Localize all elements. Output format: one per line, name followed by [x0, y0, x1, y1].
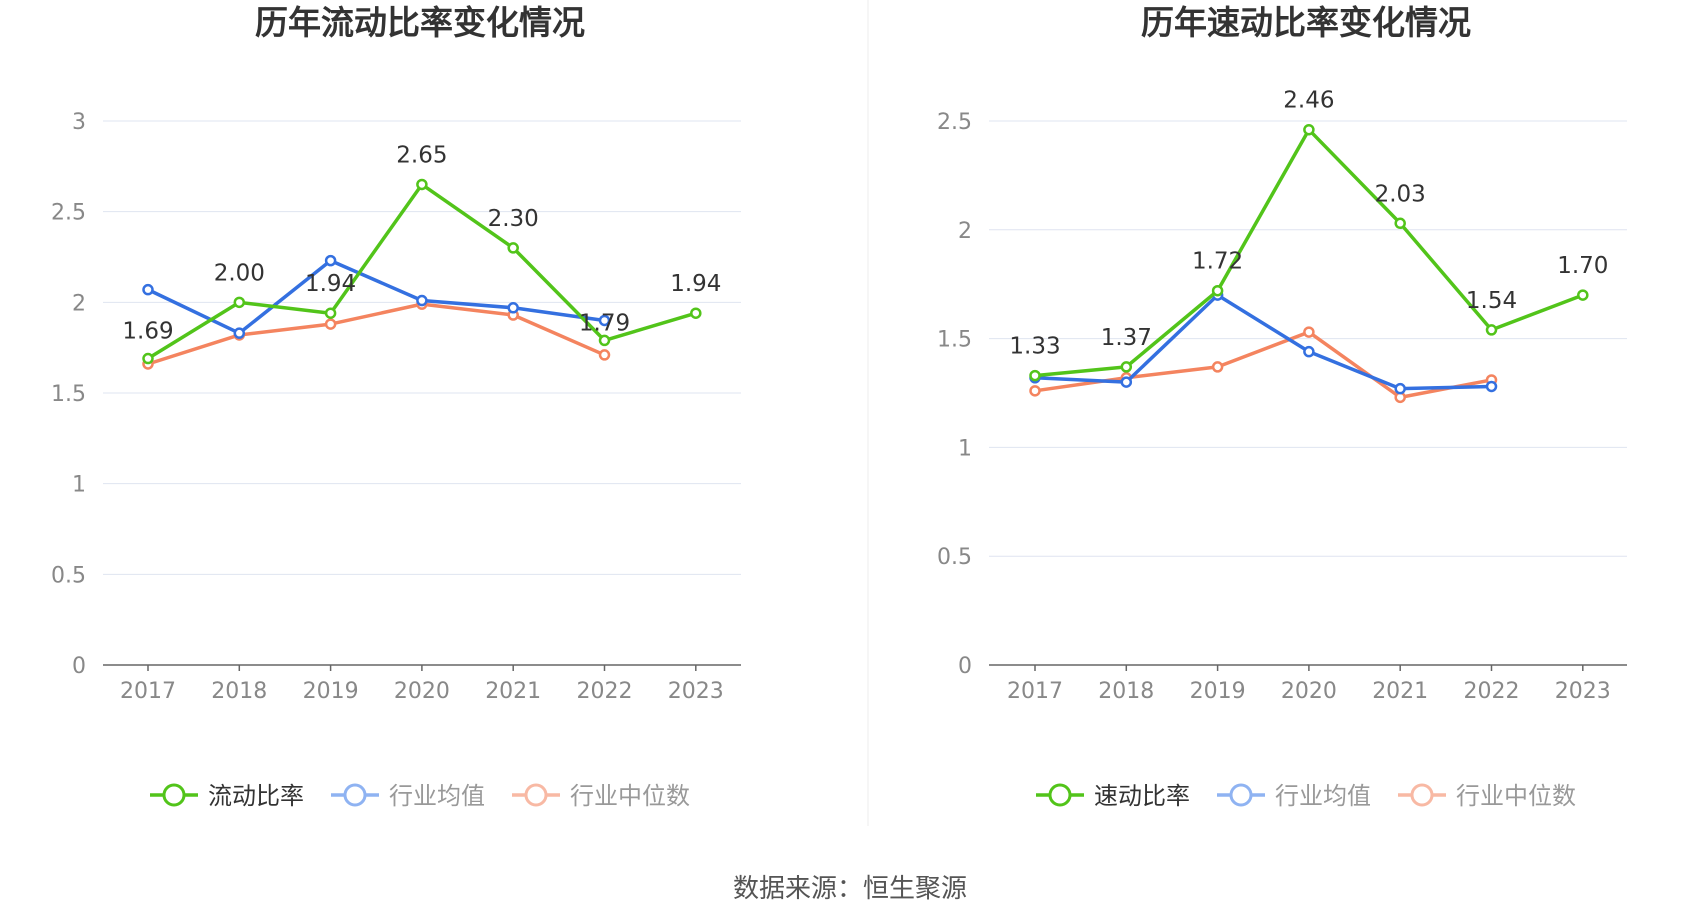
x-tick-label: 2017: [120, 679, 176, 704]
legend-label: 行业均值: [1275, 782, 1371, 810]
legend-label: 行业均值: [389, 782, 485, 810]
legend-item: 行业中位数: [512, 782, 690, 810]
data-point: [507, 242, 519, 254]
y-tick-label: 0.5: [937, 545, 972, 570]
data-point: [1394, 217, 1406, 230]
data-point: [142, 352, 154, 365]
data-point: [1485, 380, 1498, 393]
legend-marker-icon: [162, 783, 186, 807]
y-tick-label: 1.5: [937, 328, 972, 353]
data-point: [324, 307, 337, 319]
data-point: [142, 283, 154, 296]
current-ratio-chart: 历年流动比率变化情况 0 0.5 1 1.5 2 2.5 3 2017 2018 2019 2020…: [51, 3, 741, 810]
legend-label: 行业中位数: [570, 782, 690, 810]
y-tick-label: 1: [958, 436, 972, 461]
legend-item: 行业均值: [331, 782, 485, 810]
data-label: 1.54: [1466, 288, 1517, 314]
data-label: 2.30: [488, 206, 539, 232]
quick-ratio-chart: 历年速动比率变化情况 0 0.5 1 1.5 2 2.5 2017 2018 2019 2020 2…: [937, 3, 1627, 810]
data-point: [324, 318, 337, 330]
x-tick-label: 2023: [1555, 679, 1611, 704]
legend-marker-icon: [1410, 783, 1434, 807]
x-tick-label: 2019: [1190, 679, 1246, 704]
data-point: [1485, 324, 1498, 336]
chart-title: 历年流动比率变化情况: [255, 3, 585, 42]
data-label: 1.69: [122, 319, 173, 345]
data-label: 1.37: [1101, 325, 1152, 351]
data-point: [1211, 284, 1224, 297]
x-tick-label: 2018: [1098, 679, 1154, 704]
legend-marker-icon: [343, 783, 367, 807]
data-label: 1.94: [670, 271, 721, 297]
data-point: [416, 294, 428, 307]
series-line: [147, 302, 606, 366]
data-label: 2.46: [1283, 88, 1334, 114]
data-point: [1211, 361, 1224, 373]
legend-marker-icon: [1229, 783, 1253, 807]
x-tick-label: 2021: [1372, 679, 1428, 704]
y-tick-label: 0: [72, 654, 86, 679]
y-tick-label: 1.5: [51, 382, 86, 407]
x-tick-label: 2019: [303, 679, 359, 704]
x-tick-label: 2022: [1464, 679, 1520, 704]
legend-item: 速动比率: [1036, 782, 1190, 810]
y-tick-label: 3: [72, 110, 86, 135]
x-tick-label: 2022: [577, 679, 633, 704]
legend-label: 流动比率: [208, 782, 304, 810]
data-label: 1.70: [1557, 253, 1608, 279]
data-label: 1.72: [1192, 249, 1243, 275]
x-tick-label: 2017: [1007, 679, 1063, 704]
y-tick-label: 0: [958, 654, 972, 679]
y-tick-label: 2.5: [937, 110, 972, 135]
legend-label: 速动比率: [1094, 782, 1190, 810]
legend-marker-icon: [524, 783, 548, 807]
data-point: [1029, 369, 1041, 382]
x-tick-label: 2023: [668, 679, 724, 704]
data-point: [416, 178, 428, 191]
series-line: [147, 258, 605, 335]
x-tick-label: 2020: [1281, 679, 1337, 704]
data-point: [233, 327, 246, 339]
chart-title: 历年速动比率变化情况: [1141, 3, 1471, 42]
data-label: 2.00: [214, 260, 265, 286]
x-tick-label: 2018: [211, 679, 267, 704]
data-point: [598, 314, 611, 327]
data-point: [507, 302, 519, 314]
data-label: 2.03: [1375, 181, 1426, 207]
data-point: [690, 307, 702, 319]
data-label: 1.33: [1009, 334, 1060, 360]
data-source-note: 数据来源：恒生聚源: [732, 874, 967, 904]
x-tick-label: 2020: [394, 679, 450, 704]
data-point: [1029, 385, 1041, 397]
data-point: [1120, 361, 1133, 373]
y-tick-label: 1: [72, 473, 86, 498]
data-point: [1120, 376, 1133, 388]
y-tick-label: 2: [958, 219, 972, 244]
y-tick-label: 2: [72, 291, 86, 316]
series-line: [1034, 293, 1492, 391]
y-tick-label: 0.5: [51, 563, 86, 588]
data-point: [1303, 345, 1315, 358]
data-point: [324, 254, 337, 267]
legend-item: 行业中位数: [1398, 782, 1576, 810]
data-label: 1.94: [305, 271, 356, 297]
legend-item: 流动比率: [150, 782, 304, 810]
y-tick-label: 2.5: [51, 201, 86, 226]
legend-item: 行业均值: [1217, 782, 1371, 810]
data-label: 2.65: [396, 142, 447, 168]
data-point: [1577, 289, 1589, 301]
data-point: [1303, 123, 1315, 136]
x-tick-label: 2021: [485, 679, 541, 704]
data-point: [1303, 326, 1315, 338]
data-label: 1.79: [579, 310, 630, 336]
data-point: [598, 334, 611, 347]
data-point: [598, 349, 611, 361]
data-point: [233, 296, 246, 309]
data-point: [1394, 382, 1406, 395]
legend-label: 行业中位数: [1456, 782, 1576, 810]
legend-marker-icon: [1048, 783, 1072, 807]
